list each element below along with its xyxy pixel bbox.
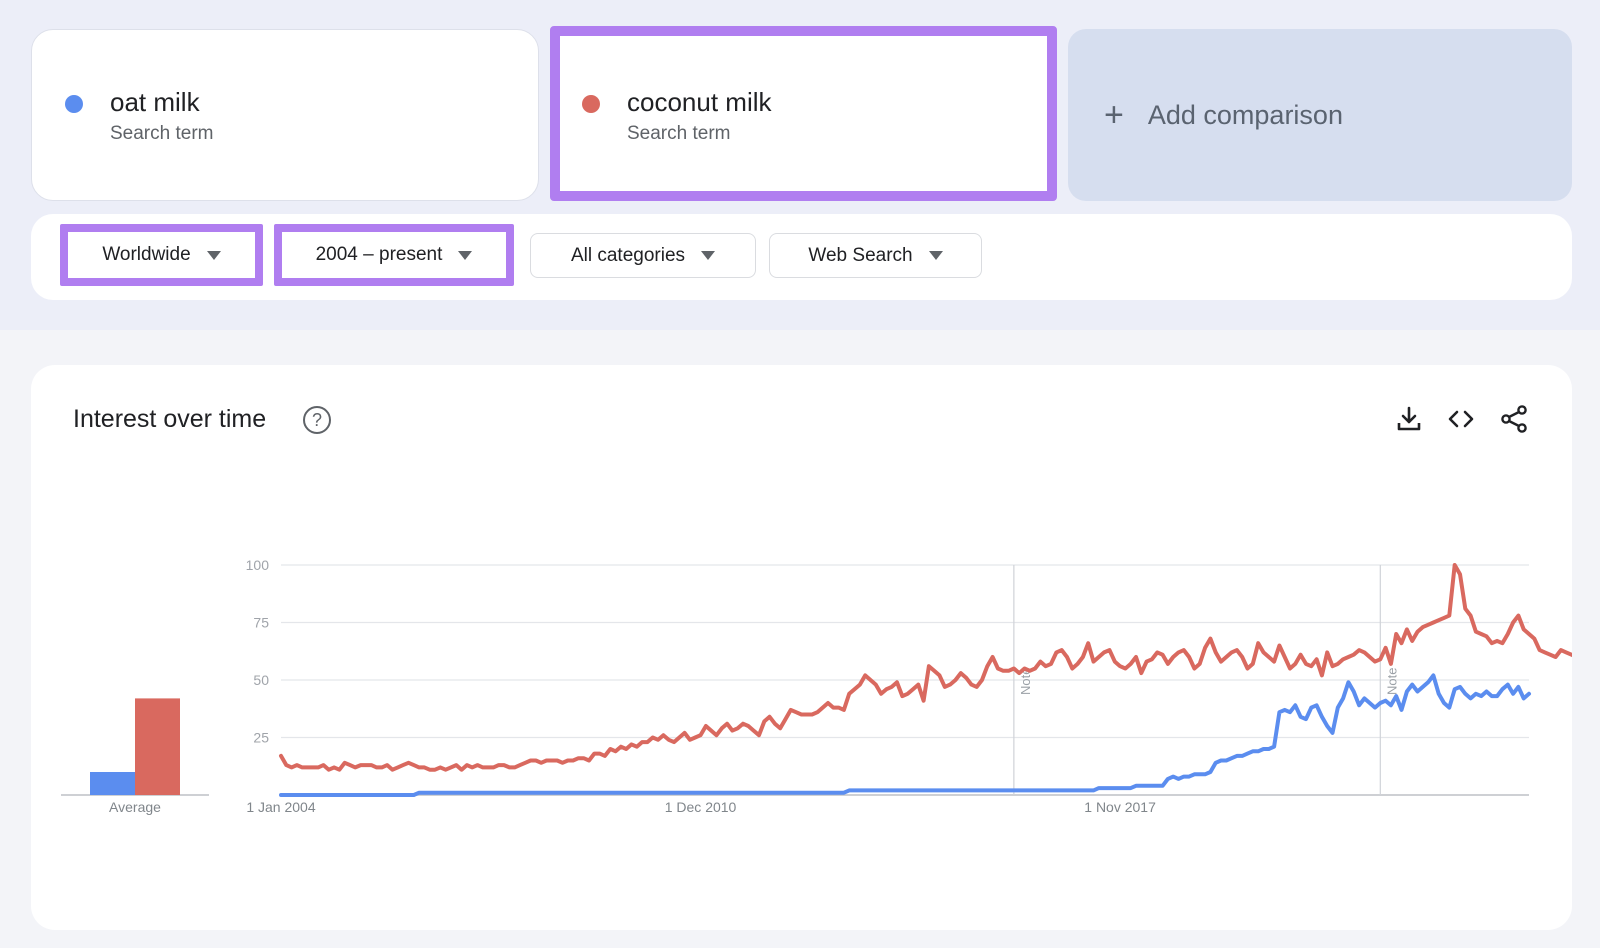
search-term-name: coconut milk bbox=[627, 87, 772, 117]
average-bar-chart: Average bbox=[61, 698, 209, 815]
y-tick-label: 75 bbox=[253, 615, 269, 631]
caret-down-icon bbox=[206, 250, 221, 260]
category-dropdown-label: All categories bbox=[570, 244, 686, 266]
search-term-card-coconut-milk[interactable]: coconut milk Search term bbox=[550, 26, 1057, 201]
y-tick-label: 50 bbox=[253, 672, 269, 688]
caret-down-icon bbox=[928, 251, 943, 260]
x-tick-label: 1 Jan 2004 bbox=[246, 799, 315, 815]
search-term-card-oat-milk[interactable]: oat milk Search term bbox=[31, 29, 539, 201]
search-term-type: Search term bbox=[110, 123, 214, 144]
add-comparison-label: Add comparison bbox=[1147, 99, 1343, 130]
average-label: Average bbox=[109, 799, 161, 815]
panel-title: Interest over time bbox=[73, 405, 267, 433]
region-dropdown[interactable]: Worldwide bbox=[60, 224, 263, 286]
region-dropdown-label: Worldwide bbox=[102, 244, 191, 265]
category-dropdown[interactable]: All categories bbox=[530, 233, 756, 278]
average-bar-oat-milk bbox=[90, 772, 135, 795]
series-color-dot bbox=[582, 95, 600, 113]
x-tick-label: 1 Dec 2010 bbox=[665, 799, 737, 815]
note-label: Note bbox=[1384, 668, 1399, 695]
series-line-coconut-milk bbox=[279, 563, 1572, 772]
y-tick-label: 100 bbox=[246, 557, 270, 573]
interest-over-time-panel: Interest over time ? Average 100 75 50 25 No… bbox=[31, 365, 1572, 930]
average-bar-coconut-milk bbox=[135, 698, 180, 795]
caret-down-icon bbox=[701, 251, 716, 260]
time-range-dropdown[interactable]: 2004 – present bbox=[274, 224, 514, 286]
caret-down-icon bbox=[458, 250, 473, 260]
download-icon[interactable] bbox=[1393, 403, 1425, 435]
embed-code-icon[interactable] bbox=[1445, 403, 1477, 435]
line-plot-area: 100 75 50 25 Note Note 1 Jan 2004 1 Dec 2010 1 N… bbox=[246, 557, 1572, 815]
time-range-dropdown-label: 2004 – present bbox=[315, 244, 443, 265]
series-line-oat-milk bbox=[279, 673, 1531, 797]
filter-bar: Worldwide 2004 – present All categories … bbox=[31, 214, 1572, 300]
y-tick-label: 25 bbox=[253, 730, 269, 746]
series-color-dot bbox=[65, 95, 83, 113]
plus-icon: + bbox=[1104, 95, 1124, 134]
add-comparison-button[interactable]: + Add comparison bbox=[1068, 29, 1572, 201]
interest-over-time-chart: Average 100 75 50 25 Note Note 1 Jan 2004 1 Dec… bbox=[61, 557, 1572, 815]
note-label: Note bbox=[1018, 668, 1033, 695]
share-icon[interactable] bbox=[1498, 403, 1530, 435]
help-icon[interactable]: ? bbox=[303, 406, 331, 434]
x-tick-label: 1 Nov 2017 bbox=[1084, 799, 1156, 815]
search-term-type: Search term bbox=[627, 123, 731, 144]
search-property-dropdown-label: Web Search bbox=[808, 244, 913, 266]
search-property-dropdown[interactable]: Web Search bbox=[769, 233, 982, 278]
search-term-name: oat milk bbox=[110, 87, 200, 117]
